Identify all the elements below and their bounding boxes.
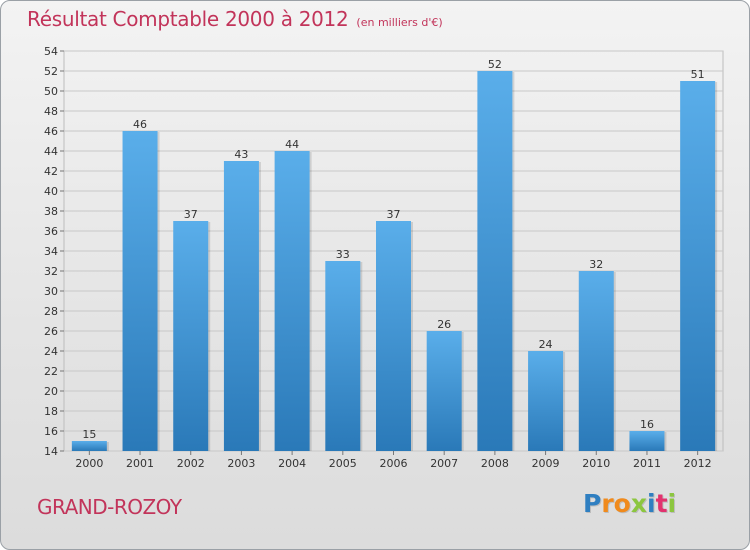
data-label: 16: [640, 418, 654, 431]
x-tick-label: 2012: [684, 457, 712, 470]
y-tick-label: 42: [44, 165, 58, 178]
logo-letter: r: [601, 489, 614, 518]
y-tick-label: 26: [44, 325, 58, 338]
y-tick-label: 46: [44, 125, 58, 138]
x-tick-label: 2011: [633, 457, 661, 470]
x-tick-label: 2000: [75, 457, 103, 470]
commune-name: GRAND-ROZOY: [37, 495, 182, 519]
y-tick-label: 50: [44, 85, 58, 98]
y-tick-label: 54: [44, 45, 58, 58]
data-label: 51: [691, 68, 705, 81]
y-tick-label: 30: [44, 285, 58, 298]
y-tick-label: 34: [44, 245, 58, 258]
y-tick-label: 28: [44, 305, 58, 318]
chart-title: Résultat Comptable 2000 à 2012 (en millie…: [27, 7, 443, 31]
y-tick-label: 38: [44, 205, 58, 218]
x-axis: 2000 2001 2002 2003 2004 2005 2006 2007 2008 2009…: [75, 451, 712, 470]
data-label: 37: [184, 208, 198, 221]
y-tick-label: 14: [44, 445, 58, 458]
logo-letter: t: [655, 489, 668, 518]
bar-2012: [680, 81, 716, 451]
x-tick-label: 2001: [126, 457, 154, 470]
x-tick-label: 2004: [278, 457, 306, 470]
y-tick-label: 52: [44, 65, 58, 78]
logo-letter: i: [647, 489, 656, 518]
chart-title-text: Résultat Comptable 2000 à 2012: [27, 7, 349, 31]
y-tick-label: 48: [44, 105, 58, 118]
y-tick-label: 16: [44, 425, 58, 438]
proxiti-logo: Proxiti: [583, 489, 676, 518]
bar-2000: [71, 441, 107, 451]
bar-2006: [376, 221, 411, 451]
logo-letter: o: [613, 489, 631, 518]
bar-2003: [223, 161, 259, 451]
bar-2008: [477, 71, 513, 451]
x-tick-label: 2006: [380, 457, 408, 470]
data-label: 52: [488, 58, 502, 71]
y-tick-label: 32: [44, 265, 58, 278]
data-label: 37: [387, 208, 401, 221]
x-tick-label: 2007: [430, 457, 458, 470]
data-label: 43: [234, 148, 248, 161]
logo-letter: i: [667, 489, 677, 518]
logo-letter: x: [630, 489, 647, 518]
bar-2007: [426, 331, 462, 451]
bars: 15 46 37 43 44 33 37 26 52 24 32 16 51: [71, 58, 718, 451]
y-axis: 14 16 18 20 22 24 26 28 30 32 34 36 38 40 42 44 46 48 50 52…: [44, 45, 64, 458]
x-tick-label: 2005: [329, 457, 357, 470]
y-tick-label: 44: [44, 145, 58, 158]
logo-letter: P: [583, 489, 602, 518]
bar-2002: [173, 221, 209, 451]
y-tick-label: 20: [44, 385, 58, 398]
x-tick-label: 2003: [227, 457, 255, 470]
x-tick-label: 2010: [582, 457, 610, 470]
data-label: 26: [437, 318, 451, 331]
data-label: 44: [285, 138, 299, 151]
x-tick-label: 2009: [532, 457, 560, 470]
x-tick-label: 2008: [481, 457, 509, 470]
data-label: 15: [82, 428, 96, 441]
data-label: 24: [539, 338, 553, 351]
y-tick-label: 36: [44, 225, 58, 238]
y-tick-label: 22: [44, 365, 58, 378]
bar-2001: [122, 131, 158, 451]
bar-2009: [528, 351, 564, 451]
y-tick-label: 18: [44, 405, 58, 418]
data-label: 33: [336, 248, 350, 261]
bar-2004: [274, 151, 310, 451]
data-label: 32: [589, 258, 603, 271]
data-label: 46: [133, 118, 147, 131]
x-tick-label: 2002: [177, 457, 205, 470]
bar-2005: [325, 261, 361, 451]
y-tick-label: 24: [44, 345, 58, 358]
bar-2010: [578, 271, 614, 451]
chart-subtitle: (en milliers d'€): [356, 16, 443, 29]
y-tick-label: 40: [44, 185, 58, 198]
bar-2011: [629, 431, 665, 451]
